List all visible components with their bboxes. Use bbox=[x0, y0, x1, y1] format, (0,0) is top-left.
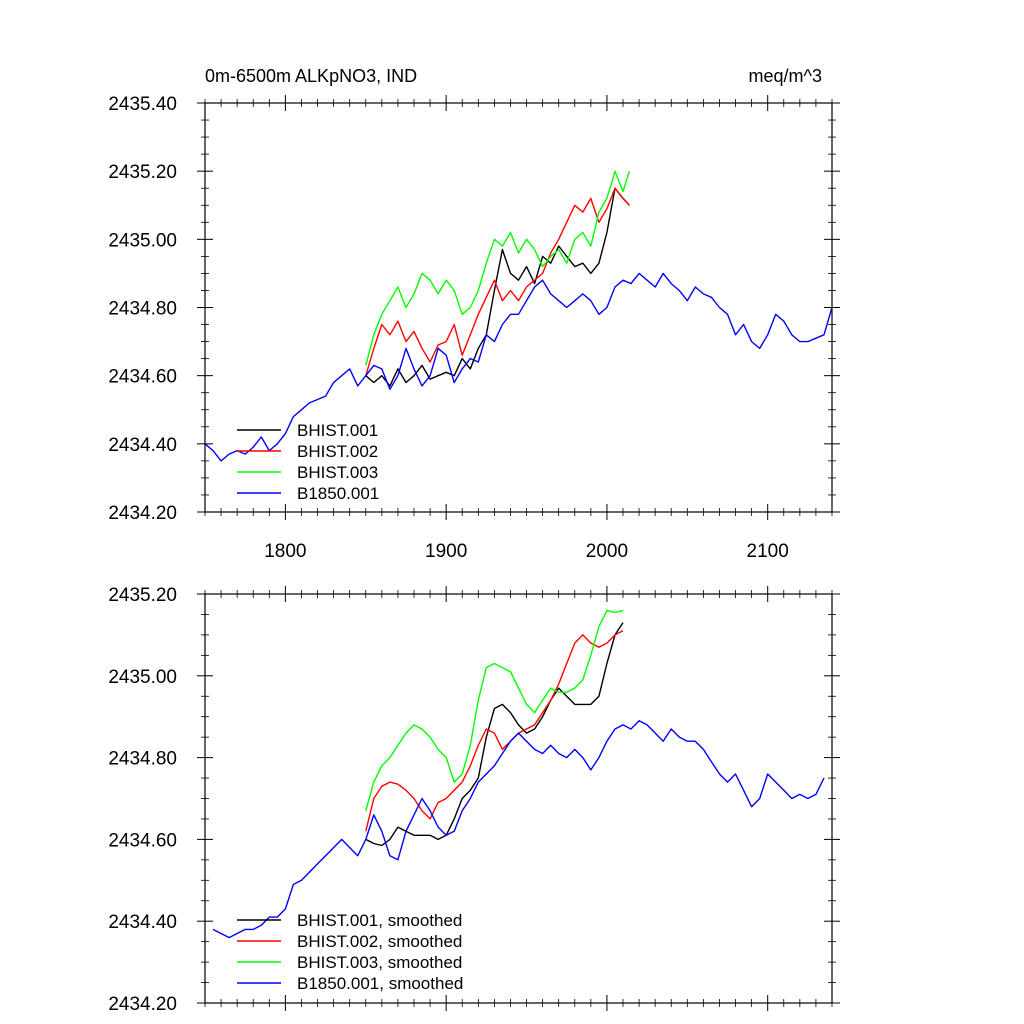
y-tick-label: 2434.80 bbox=[108, 749, 177, 770]
series-group bbox=[205, 170, 832, 462]
x-tick-label: 1800 bbox=[264, 541, 306, 562]
y-tick-label: 2435.00 bbox=[108, 667, 177, 688]
chart-units: meq/m^3 bbox=[749, 66, 822, 86]
legend-label: BHIST.001 bbox=[297, 421, 378, 440]
x-tick-label: 2100 bbox=[747, 541, 789, 562]
y-tick-label: 2434.80 bbox=[108, 299, 177, 320]
legend-label: BHIST.003 bbox=[297, 463, 378, 482]
y-tick-label: 2434.20 bbox=[108, 503, 177, 524]
legend: BHIST.001, smoothed BHIST.002, smoothed BH… bbox=[237, 911, 463, 993]
legend-label: BHIST.003, smoothed bbox=[297, 953, 462, 972]
series-group bbox=[212, 609, 825, 939]
x-tick-label: 2000 bbox=[586, 541, 628, 562]
series-line-bhist-002-smoothed bbox=[365, 630, 624, 832]
legend-label: BHIST.001, smoothed bbox=[297, 911, 462, 930]
y-tick-label: 2435.40 bbox=[108, 94, 177, 115]
y-tick-label: 2435.20 bbox=[108, 162, 177, 183]
y-tick-label: 2434.60 bbox=[108, 367, 177, 388]
y-tick-label: 2435.00 bbox=[108, 230, 177, 251]
legend-label: B1850.001, smoothed bbox=[297, 974, 463, 993]
series-line-bhist-001-smoothed bbox=[365, 622, 624, 847]
series-line-bhist-001 bbox=[365, 187, 630, 387]
legend: BHIST.001 BHIST.002 BHIST.003 B1850.001 bbox=[237, 421, 379, 503]
legend-label: BHIST.002, smoothed bbox=[297, 932, 462, 951]
series-line-bhist-003-smoothed bbox=[365, 609, 624, 811]
y-tick-label: 2434.20 bbox=[108, 994, 177, 1015]
series-line-bhist-003 bbox=[365, 170, 631, 366]
legend-label: BHIST.002 bbox=[297, 442, 378, 461]
legend-label: B1850.001 bbox=[297, 484, 379, 503]
series-line-b1850-001-smoothed bbox=[212, 720, 825, 939]
y-tick-label: 2434.40 bbox=[108, 912, 177, 933]
series-line-bhist-002 bbox=[365, 187, 630, 376]
y-tick-label: 2435.20 bbox=[108, 585, 177, 606]
series-line-b1850-001 bbox=[205, 272, 832, 462]
chart-panel-2: 2434.20 2434.40 2434.60 2434.80 2435.00 2435.… bbox=[108, 585, 840, 1015]
chart-title: 0m-6500m ALKpNO3, IND bbox=[205, 66, 417, 86]
y-tick-label: 2434.60 bbox=[108, 830, 177, 851]
chart-panel-1: 2434.20 2434.40 2434.60 2434.80 2435.00 2435.… bbox=[108, 66, 840, 562]
y-tick-label: 2434.40 bbox=[108, 435, 177, 456]
x-tick-label: 1900 bbox=[425, 541, 467, 562]
